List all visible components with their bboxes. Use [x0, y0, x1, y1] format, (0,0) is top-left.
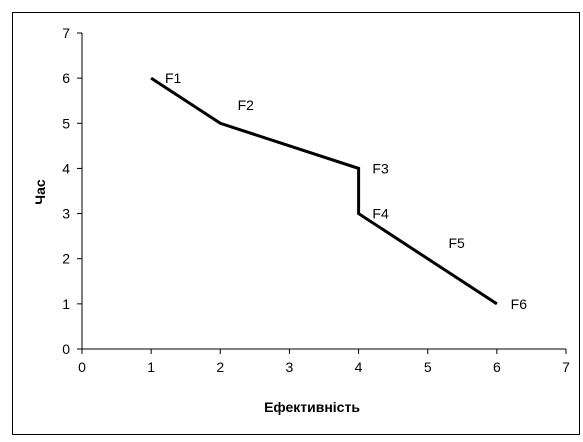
series-line: [150, 76, 498, 306]
point-annotation: F5: [448, 235, 465, 251]
y-tick-label: 2: [62, 251, 70, 267]
x-tick-label: 3: [286, 359, 294, 375]
x-tick-label: 4: [355, 359, 363, 375]
x-tick-label: 1: [147, 359, 155, 375]
y-tick-label: 4: [62, 160, 70, 176]
point-annotation: F4: [372, 206, 389, 222]
point-annotation: F1: [165, 70, 182, 86]
point-annotation: F3: [372, 160, 389, 176]
x-tick-label: 7: [562, 359, 570, 375]
y-tick-label: 6: [62, 70, 70, 86]
y-tick-label: 5: [62, 115, 70, 131]
x-tick-label: 6: [493, 359, 501, 375]
point-annotation: F2: [238, 97, 255, 113]
x-tick-label: 2: [216, 359, 224, 375]
y-tick-label: 0: [62, 341, 70, 357]
x-tick-label: 5: [424, 359, 432, 375]
y-tick-label: 3: [62, 206, 70, 222]
x-tick-label: 0: [78, 359, 86, 375]
x-axis-label: Ефективність: [264, 399, 360, 415]
point-annotation: F6: [511, 296, 528, 312]
chart-border: [12, 12, 580, 435]
y-tick-label: 7: [62, 25, 70, 41]
y-tick-label: 1: [62, 296, 70, 312]
y-axis-label: Час: [32, 179, 48, 205]
